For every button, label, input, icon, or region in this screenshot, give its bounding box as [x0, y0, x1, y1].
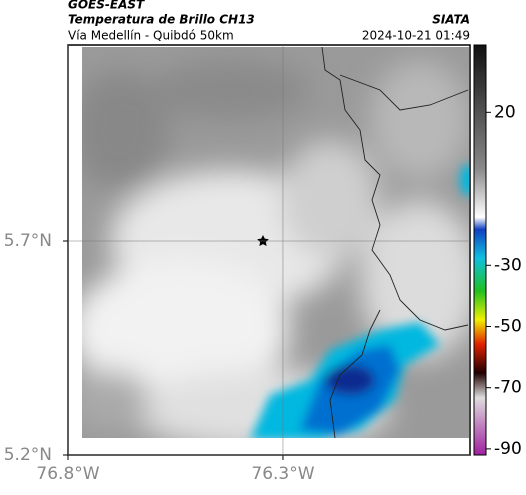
city-marker: [257, 235, 269, 247]
agency: SIATA: [432, 13, 470, 27]
x-tick-label: 76.3°W: [251, 464, 314, 484]
timestamp: 2024-10-21 01:49: [362, 29, 470, 43]
route: Vía Medellín - Quibdó 50km: [68, 29, 234, 43]
satellite-image: [82, 47, 469, 438]
boundaries: [321, 46, 469, 439]
colorbar-tick-label: -70: [494, 378, 522, 398]
colorbar: [473, 44, 487, 456]
product: Temperatura de Brillo CH13: [68, 13, 255, 27]
y-tick-label: 5.7°N: [4, 231, 52, 251]
colorbar-tick-label: -30: [494, 255, 522, 275]
colorbar-tick-label: -90: [494, 439, 522, 459]
y-tick-label: 5.2°N: [4, 445, 52, 465]
source: GOES-EAST: [68, 0, 145, 12]
colorbar-tick-label: 20: [494, 102, 516, 122]
x-tick-label: 76.8°W: [36, 464, 99, 484]
colorbar-tick-label: -50: [494, 316, 522, 336]
